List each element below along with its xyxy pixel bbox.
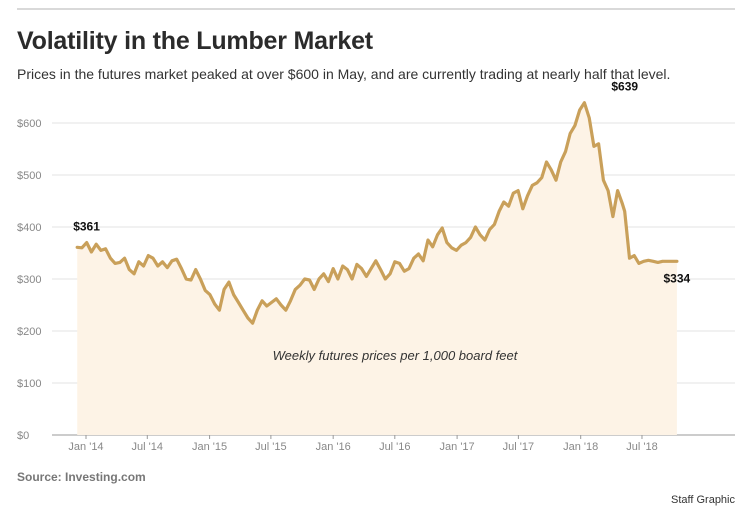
x-tick-label: Jul '17 xyxy=(503,441,534,453)
x-tick-label: Jan '14 xyxy=(68,441,103,453)
staff-credit: Staff Graphic xyxy=(671,494,735,506)
area-layer xyxy=(77,102,677,435)
y-tick-label: $0 xyxy=(17,430,29,442)
x-tick-label: Jul '15 xyxy=(255,441,286,453)
x-tick-label: Jan '17 xyxy=(440,441,475,453)
y-tick-label: $500 xyxy=(17,170,41,182)
line-layer xyxy=(75,101,679,325)
x-axis-labels: Jan '14 Jul '14 Jan '15 Jul '15 Jan '16 Jul '… xyxy=(68,435,658,453)
x-tick-label: Jul '16 xyxy=(379,441,410,453)
x-tick-label: Jul '18 xyxy=(626,441,657,453)
y-tick-label: $600 xyxy=(17,118,41,130)
chart-title: Volatility in the Lumber Market xyxy=(17,27,373,55)
chart-annotation: Weekly futures prices per 1,000 board fe… xyxy=(273,348,519,363)
price-line xyxy=(75,101,679,325)
y-tick-label: $200 xyxy=(17,326,41,338)
x-tick-label: Jan '16 xyxy=(316,441,351,453)
source-note: Source: Investing.com xyxy=(17,470,146,484)
data-labels: $361 $639 $334 xyxy=(73,80,690,286)
x-tick-label: Jan '18 xyxy=(563,441,598,453)
top-rule xyxy=(17,8,735,10)
y-tick-label: $300 xyxy=(17,274,41,286)
y-tick-label: $100 xyxy=(17,378,41,390)
x-tick-label: Jul '14 xyxy=(132,441,163,453)
data-label: $334 xyxy=(664,271,691,285)
chart-subtitle: Prices in the futures market peaked at o… xyxy=(17,66,671,82)
y-axis-labels: $0 $100 $200 $300 $400 $500 $600 xyxy=(17,118,41,442)
data-label: $639 xyxy=(611,80,638,94)
y-tick-label: $400 xyxy=(17,222,41,234)
x-tick-label: Jan '15 xyxy=(192,441,227,453)
price-area-fill xyxy=(77,102,677,435)
data-label: $361 xyxy=(73,219,100,233)
